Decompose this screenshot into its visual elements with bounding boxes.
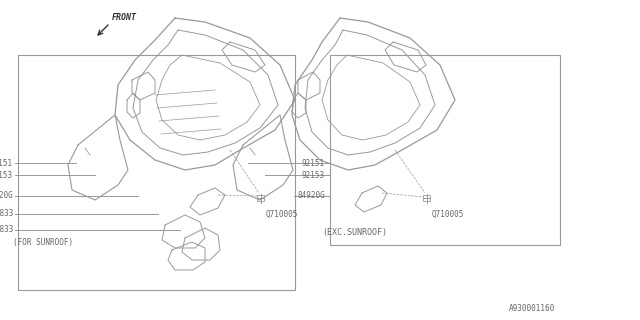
Text: (EXC.SUNROOF): (EXC.SUNROOF) xyxy=(323,228,387,237)
Text: FIG.833: FIG.833 xyxy=(0,226,13,235)
Bar xyxy=(18,55,295,290)
Text: 84920G: 84920G xyxy=(297,191,325,201)
Text: Q710005: Q710005 xyxy=(432,210,465,219)
Text: 92153: 92153 xyxy=(0,171,13,180)
Text: 92153: 92153 xyxy=(302,171,325,180)
Text: 84920G: 84920G xyxy=(0,191,13,201)
Text: A930001160: A930001160 xyxy=(509,304,555,313)
Text: (FOR SUNROOF): (FOR SUNROOF) xyxy=(13,238,73,247)
Bar xyxy=(330,55,560,245)
Text: FRONT: FRONT xyxy=(112,13,137,22)
Text: 92151: 92151 xyxy=(302,158,325,167)
Text: FIG.833: FIG.833 xyxy=(0,210,13,219)
Text: Q710005: Q710005 xyxy=(266,210,298,219)
Text: 92151: 92151 xyxy=(0,158,13,167)
